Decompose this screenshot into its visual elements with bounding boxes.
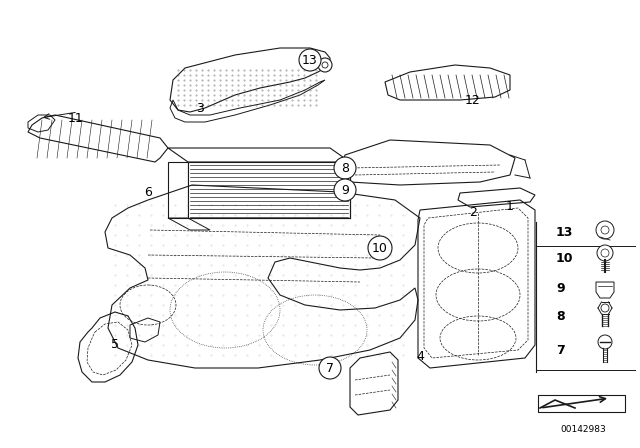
Polygon shape (188, 162, 350, 218)
Text: 7: 7 (556, 344, 564, 357)
Text: 2: 2 (469, 206, 477, 219)
Text: 12: 12 (465, 94, 481, 107)
Text: 7: 7 (326, 362, 334, 375)
Text: 6: 6 (144, 185, 152, 198)
Text: 13: 13 (302, 53, 318, 66)
Circle shape (334, 157, 356, 179)
Circle shape (322, 62, 328, 68)
Polygon shape (168, 162, 188, 218)
Text: 9: 9 (556, 281, 564, 294)
Circle shape (597, 245, 613, 261)
Text: 13: 13 (556, 225, 573, 238)
Text: 10: 10 (556, 251, 573, 264)
Text: 8: 8 (556, 310, 564, 323)
Circle shape (299, 49, 321, 71)
Circle shape (601, 304, 609, 312)
Circle shape (319, 357, 341, 379)
Text: 8: 8 (341, 161, 349, 175)
Circle shape (368, 236, 392, 260)
Text: 11: 11 (68, 112, 84, 125)
Circle shape (596, 221, 614, 239)
Text: 3: 3 (196, 102, 204, 115)
Circle shape (318, 58, 332, 72)
Text: 5: 5 (111, 339, 119, 352)
Text: 00142983: 00142983 (560, 426, 606, 435)
Circle shape (334, 179, 356, 201)
Circle shape (601, 249, 609, 257)
Circle shape (601, 226, 609, 234)
Circle shape (598, 335, 612, 349)
Text: 9: 9 (341, 184, 349, 197)
Text: 10: 10 (372, 241, 388, 254)
Polygon shape (168, 148, 350, 162)
Text: 4: 4 (416, 349, 424, 362)
Text: 1: 1 (506, 199, 514, 212)
